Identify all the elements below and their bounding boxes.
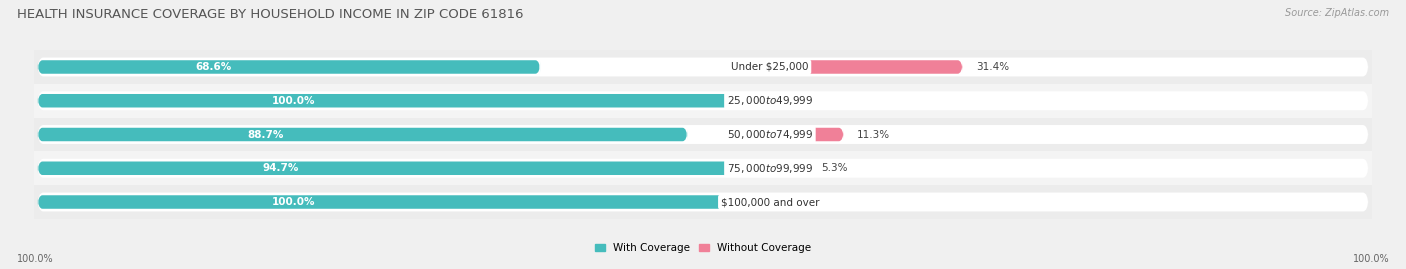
FancyBboxPatch shape <box>38 195 770 209</box>
FancyBboxPatch shape <box>34 185 1372 219</box>
FancyBboxPatch shape <box>38 125 1368 144</box>
FancyBboxPatch shape <box>776 128 844 141</box>
FancyBboxPatch shape <box>38 161 731 175</box>
Legend: With Coverage, Without Coverage: With Coverage, Without Coverage <box>595 243 811 253</box>
Text: 31.4%: 31.4% <box>976 62 1010 72</box>
Text: 5.3%: 5.3% <box>821 163 848 173</box>
Text: $50,000 to $74,999: $50,000 to $74,999 <box>727 128 813 141</box>
Text: 100.0%: 100.0% <box>1353 254 1389 264</box>
FancyBboxPatch shape <box>776 161 808 175</box>
Text: 100.0%: 100.0% <box>17 254 53 264</box>
FancyBboxPatch shape <box>38 159 1368 178</box>
Text: Source: ZipAtlas.com: Source: ZipAtlas.com <box>1285 8 1389 18</box>
Text: Under $25,000: Under $25,000 <box>731 62 808 72</box>
FancyBboxPatch shape <box>38 91 1368 110</box>
Text: 100.0%: 100.0% <box>273 96 316 106</box>
Text: 88.7%: 88.7% <box>247 129 283 140</box>
FancyBboxPatch shape <box>34 151 1372 185</box>
Text: $25,000 to $49,999: $25,000 to $49,999 <box>727 94 813 107</box>
FancyBboxPatch shape <box>776 60 962 74</box>
Text: 94.7%: 94.7% <box>263 163 298 173</box>
FancyBboxPatch shape <box>38 58 1368 76</box>
Text: 11.3%: 11.3% <box>856 129 890 140</box>
FancyBboxPatch shape <box>34 118 1372 151</box>
FancyBboxPatch shape <box>34 50 1372 84</box>
FancyBboxPatch shape <box>38 60 540 74</box>
Text: HEALTH INSURANCE COVERAGE BY HOUSEHOLD INCOME IN ZIP CODE 61816: HEALTH INSURANCE COVERAGE BY HOUSEHOLD I… <box>17 8 523 21</box>
FancyBboxPatch shape <box>34 84 1372 118</box>
FancyBboxPatch shape <box>38 128 688 141</box>
Text: 100.0%: 100.0% <box>273 197 316 207</box>
FancyBboxPatch shape <box>38 94 770 108</box>
Text: $75,000 to $99,999: $75,000 to $99,999 <box>727 162 813 175</box>
Text: 68.6%: 68.6% <box>195 62 232 72</box>
Text: $100,000 and over: $100,000 and over <box>721 197 820 207</box>
FancyBboxPatch shape <box>38 193 1368 211</box>
